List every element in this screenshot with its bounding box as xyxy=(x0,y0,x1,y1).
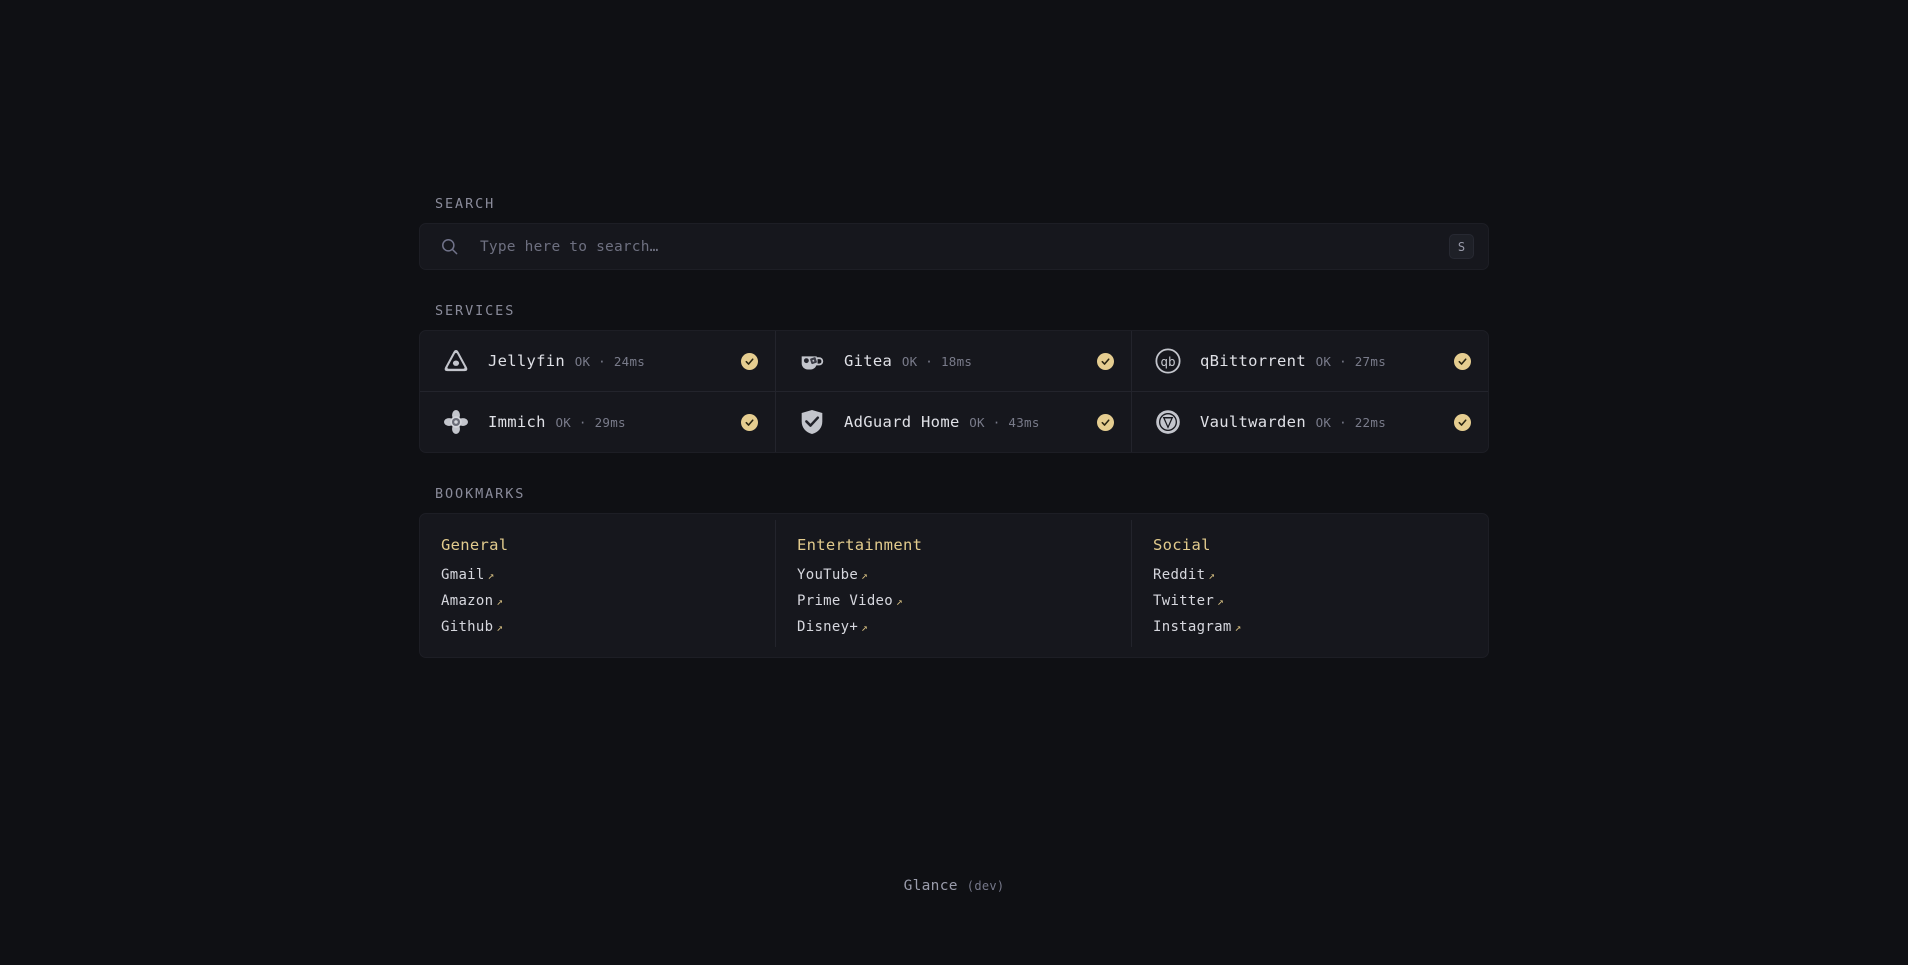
service-status: OK · 24ms xyxy=(574,353,646,369)
service-name: Immich xyxy=(488,412,546,431)
service-status: OK · 22ms xyxy=(1315,414,1387,430)
search-icon xyxy=(440,237,459,256)
bookmark-link[interactable]: Amazon ↗ xyxy=(441,593,755,609)
bookmark-group-social: Social Reddit ↗ Twitter ↗ Instagram ↗ xyxy=(1132,520,1488,647)
service-text: Vaultwarden OK · 22ms xyxy=(1200,412,1437,433)
external-link-arrow-icon: ↗ xyxy=(861,569,869,582)
bookmark-label: Disney+ xyxy=(797,619,859,635)
bookmark-link[interactable]: Prime Video ↗ xyxy=(797,593,1111,609)
bookmark-label: Github xyxy=(441,619,494,635)
bookmark-link[interactable]: Gmail ↗ xyxy=(441,567,755,583)
services-section-label: SERVICES xyxy=(435,303,516,319)
service-text: qBittorrent OK · 27ms xyxy=(1200,351,1437,372)
status-badge-ok xyxy=(1454,352,1471,370)
external-link-arrow-icon: ↗ xyxy=(1234,621,1242,634)
external-link-arrow-icon: ↗ xyxy=(861,621,869,634)
bookmark-label: YouTube xyxy=(797,567,859,583)
bookmark-label: Prime Video xyxy=(797,593,894,609)
bookmark-link[interactable]: Disney+ ↗ xyxy=(797,619,1111,635)
external-link-arrow-icon: ↗ xyxy=(496,621,504,634)
bookmark-group-title: Entertainment xyxy=(797,536,923,554)
service-name: Jellyfin xyxy=(488,351,566,370)
service-item-qbittorrent[interactable]: qb qBittorrent OK · 27ms xyxy=(1132,331,1488,392)
bookmark-group-entertainment: Entertainment YouTube ↗ Prime Video ↗ Disn… xyxy=(776,520,1132,647)
status-badge-ok xyxy=(1097,352,1114,370)
status-badge-ok xyxy=(1097,413,1114,431)
immich-logo-icon xyxy=(441,407,471,437)
status-badge-ok xyxy=(741,413,758,431)
external-link-arrow-icon: ↗ xyxy=(896,595,903,608)
service-status: OK · 18ms xyxy=(901,353,973,369)
services-widget: Jellyfin OK · 24ms xyxy=(419,330,1489,453)
bookmark-label: Twitter xyxy=(1153,593,1215,609)
search-shortcut-key[interactable]: S xyxy=(1449,234,1474,259)
status-badge-ok xyxy=(741,352,758,370)
bookmarks-widget: General Gmail ↗ Amazon ↗ Github ↗ Entertain… xyxy=(419,513,1489,658)
external-link-arrow-icon: ↗ xyxy=(1217,595,1225,608)
service-status: OK · 29ms xyxy=(555,414,626,430)
search-section-label: SEARCH xyxy=(435,196,496,212)
bookmark-group-title: Social xyxy=(1153,536,1211,554)
bookmark-label: Amazon xyxy=(441,593,494,609)
qbittorrent-logo-icon: qb xyxy=(1153,346,1183,376)
vaultwarden-logo-icon xyxy=(1153,407,1183,437)
service-text: Gitea OK · 18ms xyxy=(844,351,1080,372)
service-name: qBittorrent xyxy=(1200,351,1306,370)
external-link-arrow-icon: ↗ xyxy=(1208,569,1216,582)
footer-version: (dev) xyxy=(966,879,1005,893)
bookmark-link[interactable]: Reddit ↗ xyxy=(1153,567,1468,583)
search-input[interactable] xyxy=(459,238,1449,255)
service-text: Immich OK · 29ms xyxy=(488,412,724,433)
service-status: OK · 43ms xyxy=(969,414,1040,430)
bookmarks-section-label: BOOKMARKS xyxy=(435,486,526,502)
service-item-immich[interactable]: Immich OK · 29ms xyxy=(420,392,776,452)
search-widget[interactable]: S xyxy=(419,223,1489,270)
jellyfin-logo-icon xyxy=(441,346,471,376)
footer-app-name: Glance xyxy=(903,878,958,894)
service-name: Vaultwarden xyxy=(1200,412,1306,431)
bookmark-link[interactable]: Instagram ↗ xyxy=(1153,619,1468,635)
bookmark-label: Gmail xyxy=(441,567,485,583)
bookmark-label: Instagram xyxy=(1153,619,1232,635)
service-name: Gitea xyxy=(844,351,893,370)
service-item-gitea[interactable]: Gitea OK · 18ms xyxy=(776,331,1132,392)
service-text: AdGuard Home OK · 43ms xyxy=(844,412,1080,433)
service-name: AdGuard Home xyxy=(844,412,960,431)
service-item-adguard-home[interactable]: AdGuard Home OK · 43ms xyxy=(776,392,1132,452)
external-link-arrow-icon: ↗ xyxy=(487,569,495,582)
bookmark-link[interactable]: Github ↗ xyxy=(441,619,755,635)
bookmark-link[interactable]: YouTube ↗ xyxy=(797,567,1111,583)
service-status: OK · 27ms xyxy=(1315,353,1387,369)
svg-text:qb: qb xyxy=(1160,354,1175,369)
service-item-jellyfin[interactable]: Jellyfin OK · 24ms xyxy=(420,331,776,392)
footer: Glance (dev) xyxy=(904,878,1005,965)
bookmark-label: Reddit xyxy=(1153,567,1206,583)
bookmark-group-general: General Gmail ↗ Amazon ↗ Github ↗ xyxy=(420,520,776,647)
external-link-arrow-icon: ↗ xyxy=(496,595,504,608)
dashboard-container: SEARCH S SERVICES xyxy=(419,196,1489,658)
service-text: Jellyfin OK · 24ms xyxy=(488,351,724,372)
status-badge-ok xyxy=(1454,413,1471,431)
bookmark-link[interactable]: Twitter ↗ xyxy=(1153,593,1468,609)
service-item-vaultwarden[interactable]: Vaultwarden OK · 22ms xyxy=(1132,392,1488,452)
adguard-logo-icon xyxy=(797,407,827,437)
gitea-logo-icon xyxy=(797,346,827,376)
bookmark-group-title: General xyxy=(441,536,509,554)
